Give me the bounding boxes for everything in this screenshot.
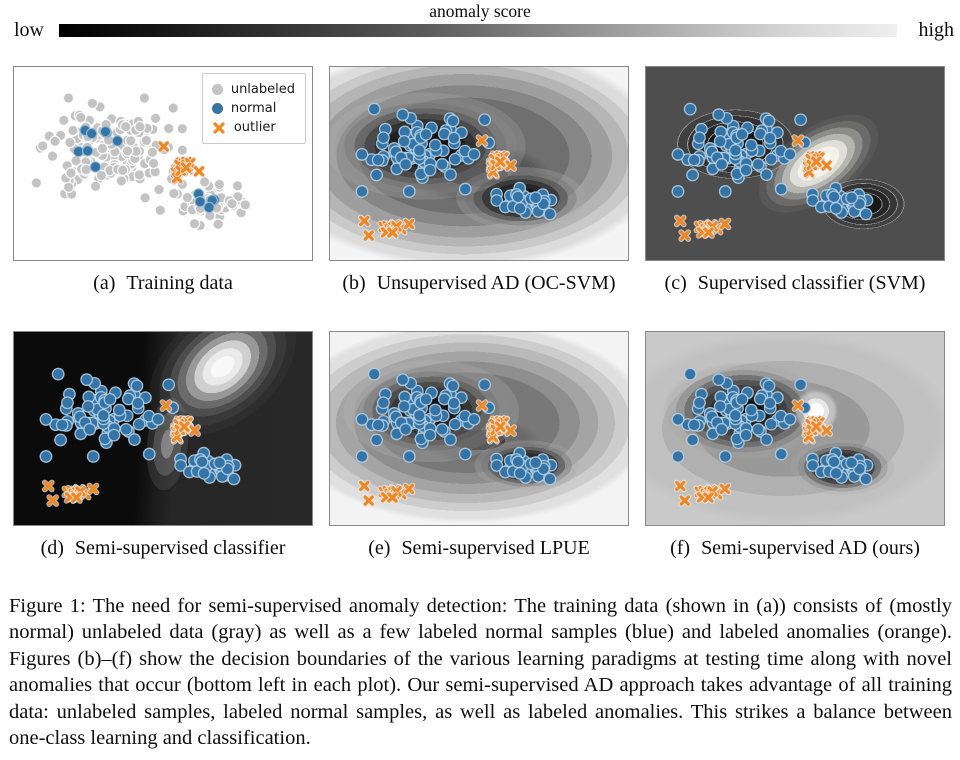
legend-label-unlabeled: unlabeled <box>230 82 295 97</box>
panel-f-caption: (f) Semi-supervised AD (ours) <box>645 537 945 560</box>
panel-c: (c) Supervised classifier (SVM) <box>645 66 945 295</box>
figure-caption: Figure 1: The need for semi-supervised a… <box>9 595 952 750</box>
legend-item-normal: normal <box>211 99 295 118</box>
panel-a: unlabeled normal outlier (a) Training <box>13 66 313 295</box>
panel-c-caption: (c) Supervised classifier (SVM) <box>645 272 945 295</box>
panel-c-plot <box>645 66 945 261</box>
colorbar-gradient <box>59 24 897 37</box>
panel-a-tag: (a) <box>93 272 116 294</box>
legend-item-outlier: outlier <box>212 118 295 137</box>
panel-d-scatter <box>39 367 242 507</box>
legend-box: unlabeled normal outlier <box>201 73 306 144</box>
panel-a-title: Training data <box>126 272 233 294</box>
panel-c-scatter <box>671 102 874 242</box>
panel-grid: unlabeled normal outlier (a) Training <box>13 66 945 560</box>
colorbar-title: anomaly score <box>429 1 531 21</box>
colorbar-high-label: high <box>918 19 954 41</box>
panel-b-plot <box>329 66 629 261</box>
legend-label-outlier: outlier <box>233 120 276 135</box>
panel-b-tag: (b) <box>342 272 366 294</box>
panel-f-title: Semi-supervised AD (ours) <box>701 537 920 559</box>
panel-f-plot <box>645 331 945 526</box>
panel-e: (e) Semi-supervised LPUE <box>329 331 629 560</box>
colorbar-low-label: low <box>14 19 44 41</box>
panel-c-tag: (c) <box>664 272 687 294</box>
panel-a-plot: unlabeled normal outlier <box>13 66 313 261</box>
panel-d-plot <box>13 331 313 526</box>
panel-b-scatter <box>355 102 558 242</box>
panel-e-caption: (e) Semi-supervised LPUE <box>329 537 629 560</box>
panel-e-plot <box>329 331 629 526</box>
panel-b-title: Unsupervised AD (OC-SVM) <box>376 272 616 294</box>
legend-item-unlabeled: unlabeled <box>211 80 295 99</box>
panel-d-tag: (d) <box>40 537 64 559</box>
legend-label-normal: normal <box>230 101 277 116</box>
panel-a-scatter <box>30 92 252 232</box>
panel-a-caption: (a) Training data <box>13 272 313 295</box>
panel-e-tag: (e) <box>368 537 391 559</box>
panel-d-caption: (d) Semi-supervised classifier <box>13 537 313 560</box>
panel-b-caption: (b) Unsupervised AD (OC-SVM) <box>329 272 629 295</box>
panel-f: (f) Semi-supervised AD (ours) <box>645 331 945 560</box>
normal-marker-icon <box>211 103 223 114</box>
colorbar: anomaly score low high <box>0 0 960 41</box>
panel-e-title: Semi-supervised LPUE <box>401 537 590 559</box>
panel-f-tag: (f) <box>670 537 691 559</box>
outlier-marker-icon <box>213 121 225 134</box>
panel-d-title: Semi-supervised classifier <box>74 537 286 559</box>
panel-c-title: Supervised classifier (SVM) <box>697 272 926 294</box>
panel-b: (b) Unsupervised AD (OC-SVM) <box>329 66 629 295</box>
panel-f-scatter <box>671 367 874 507</box>
panel-e-scatter <box>355 367 558 507</box>
unlabeled-marker-icon <box>211 84 223 95</box>
panel-d: (d) Semi-supervised classifier <box>13 331 313 560</box>
